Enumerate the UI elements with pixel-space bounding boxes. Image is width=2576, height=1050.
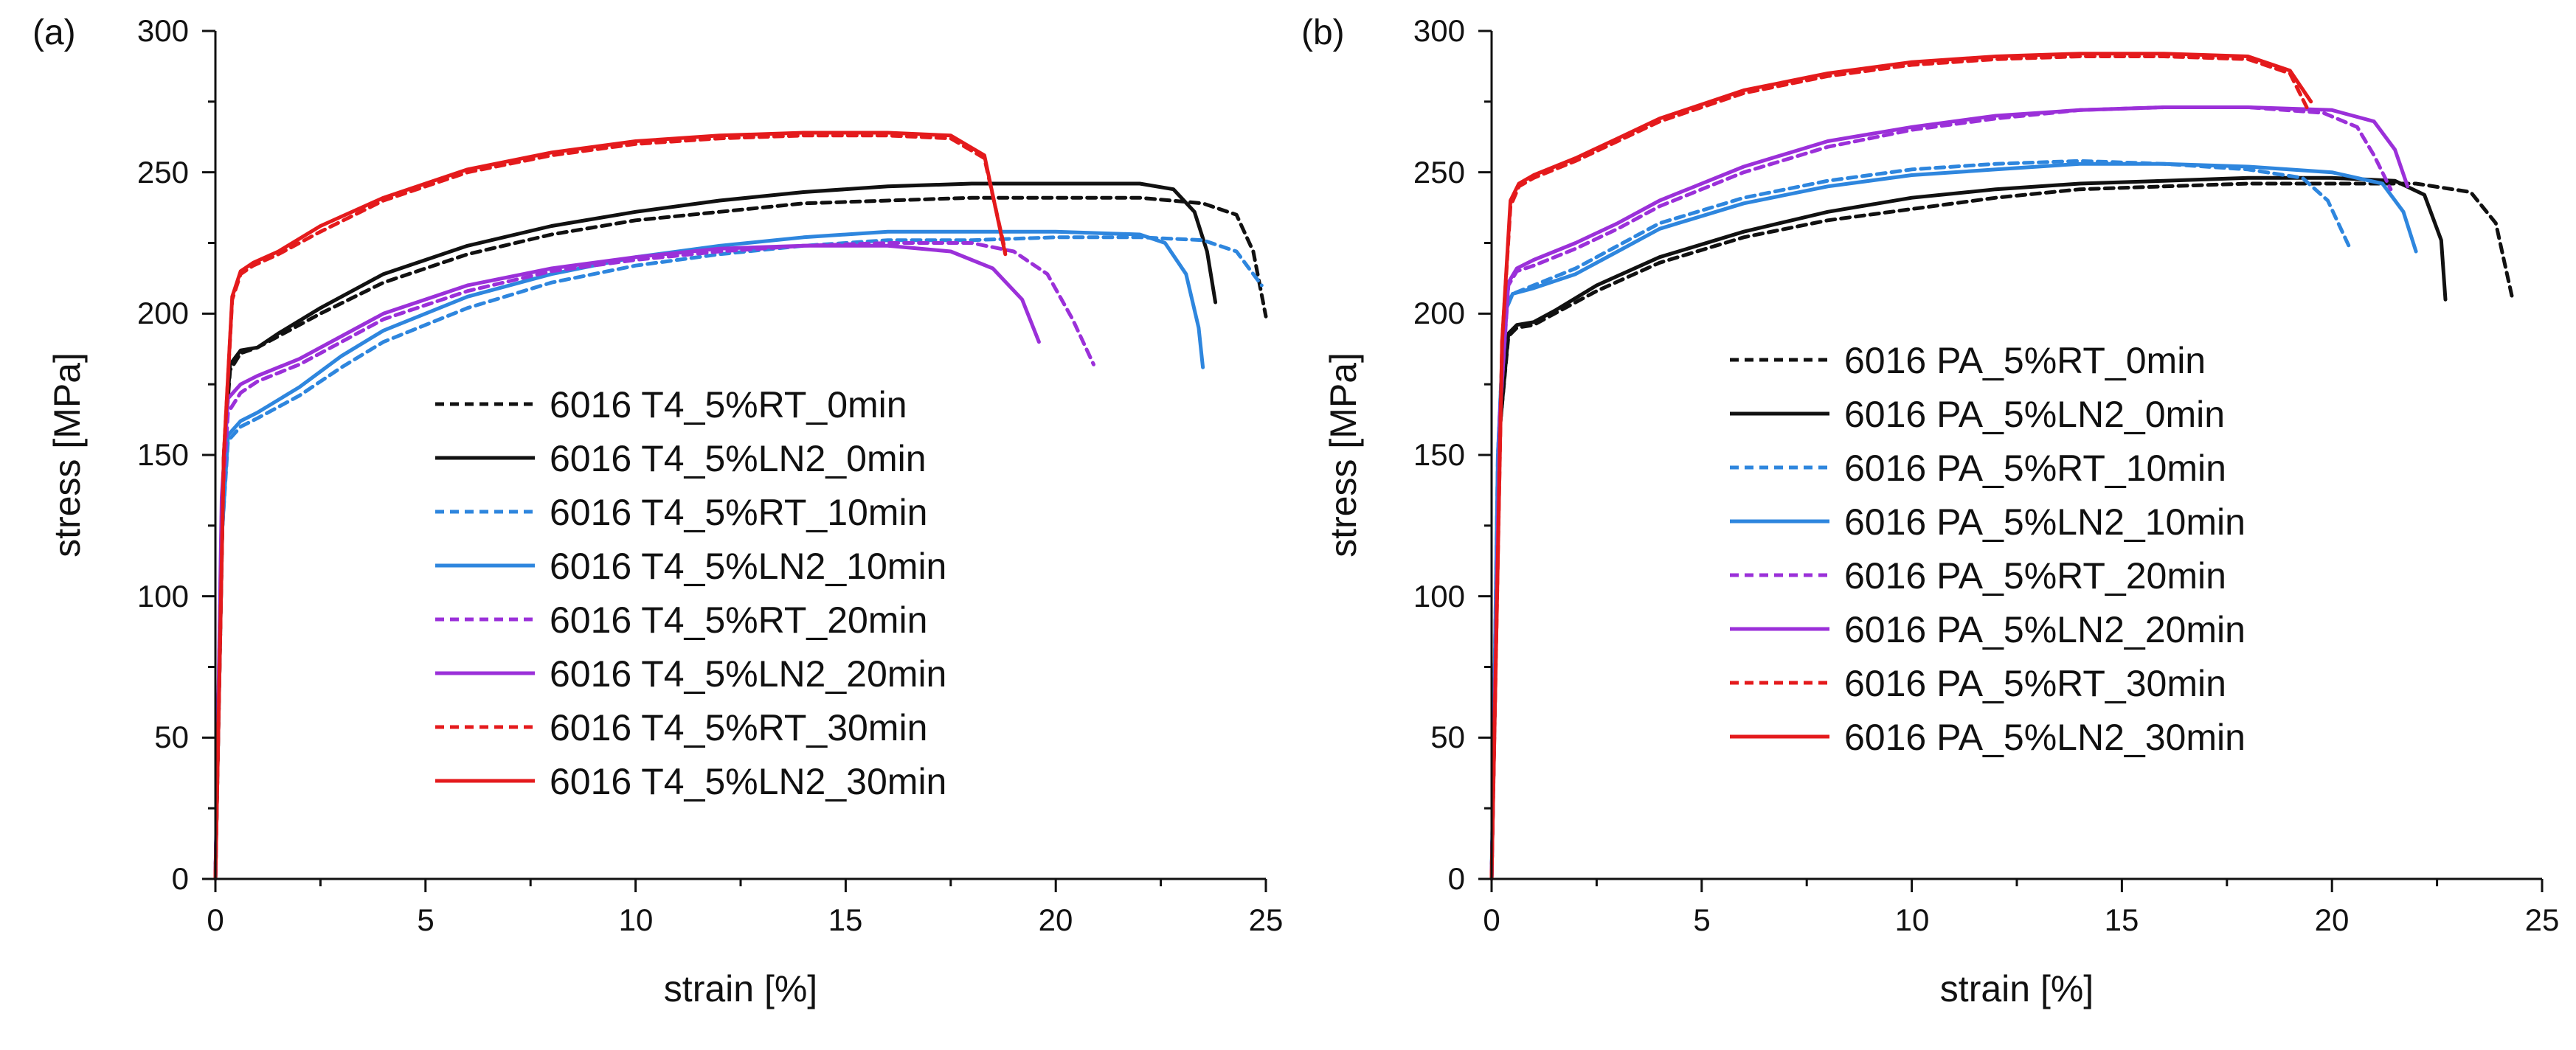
panel-b-ticks: [1478, 29, 2544, 892]
legend-label: 6016 PA_5%RT_0min: [1844, 340, 2206, 381]
panel-a-x-tick-label: 5: [417, 903, 434, 937]
legend-label: 6016 PA_5%LN2_0min: [1844, 394, 2225, 435]
panel-b-y-tick-label: 250: [1413, 155, 1465, 190]
panel-a-x-tick-label: 15: [828, 903, 863, 937]
panel-b-series-lines: [1489, 52, 2515, 881]
panel-b-y-tick-label: 50: [1430, 720, 1465, 754]
series-line-6016-pa-5-ln2-20min: [1489, 105, 2410, 881]
series-line-6016-pa-5-ln2-10min: [1489, 161, 2418, 881]
panel-a-x-axis-title: strain [%]: [664, 968, 817, 1009]
legend-label: 6016 PA_5%LN2_20min: [1844, 609, 2246, 650]
legend-label: 6016 T4_5%LN2_30min: [550, 761, 946, 802]
panel-b-y-tick-label: 0: [1448, 861, 1465, 896]
panel-a-label: (a): [32, 13, 76, 52]
legend-label: 6016 T4_5%RT_0min: [550, 384, 907, 425]
legend-item: 6016 T4_5%RT_0min: [435, 384, 907, 425]
panel-a-x-tick-label: 20: [1039, 903, 1073, 937]
panel-a-legend: 6016 T4_5%RT_0min 6016 T4_5%LN2_0min 601…: [435, 384, 946, 802]
legend-label: 6016 PA_5%LN2_30min: [1844, 717, 2246, 758]
panel-a-x-tick-label: 25: [1249, 903, 1284, 937]
panel-b-x-axis-title: strain [%]: [1940, 968, 2094, 1009]
panel-b-y-tick-label: 300: [1413, 13, 1465, 48]
legend-item: 6016 PA_5%LN2_30min: [1730, 717, 2246, 758]
legend-item: 6016 PA_5%LN2_20min: [1730, 609, 2246, 650]
series-line-6016-t4-5-ln2-0min: [213, 181, 1218, 881]
legend-label: 6016 PA_5%RT_30min: [1844, 663, 2226, 704]
series-line-6016-t4-5-ln2-20min: [213, 243, 1041, 881]
series-line-6016-t4-5-ln2-30min: [213, 131, 1008, 881]
series-line-6016-pa-5-ln2-30min: [1489, 52, 2313, 881]
legend-label: 6016 PA_5%LN2_10min: [1844, 501, 2246, 543]
series-line-6016-pa-5-rt-20min: [1489, 105, 2393, 881]
series-line-6016-t4-5-rt-20min: [213, 241, 1095, 881]
panel-a-y-tick-label: 300: [137, 13, 189, 48]
legend-label: 6016 PA_5%RT_10min: [1844, 448, 2226, 489]
panel-b-y-tick-labels: 0 50 100 150 200 250 300: [1413, 13, 1465, 896]
legend-label: 6016 T4_5%LN2_0min: [550, 438, 927, 479]
panel-a-series-lines: [213, 131, 1268, 881]
legend-item: 6016 T4_5%RT_10min: [435, 492, 927, 533]
panel-a-x-tick-label: 10: [619, 903, 654, 937]
legend-item: 6016 T4_5%LN2_10min: [435, 546, 946, 587]
legend-label: 6016 T4_5%RT_10min: [550, 492, 927, 533]
legend-label: 6016 T4_5%LN2_20min: [550, 653, 946, 695]
panel-b-x-tick-label: 20: [2315, 903, 2350, 937]
legend-item: 6016 PA_5%LN2_10min: [1730, 501, 2246, 543]
panel-a-y-tick-label: 50: [154, 720, 189, 754]
legend-item: 6016 PA_5%RT_30min: [1730, 663, 2226, 704]
panel-a-x-tick-label: 0: [207, 903, 224, 937]
legend-item: 6016 T4_5%LN2_0min: [435, 438, 927, 479]
legend-label: 6016 T4_5%RT_30min: [550, 707, 927, 748]
panel-b-x-tick-label: 25: [2525, 903, 2560, 937]
panel-b-legend: 6016 PA_5%RT_0min 6016 PA_5%LN2_0min 601…: [1730, 340, 2246, 758]
panel-a-x-tick-labels: 0 5 10 15 20 25: [207, 903, 1283, 937]
panel-b: (b) 0 5 10 15 20 25 0 50 100 150 200 250…: [1301, 13, 2559, 1009]
panel-b-y-tick-label: 150: [1413, 437, 1465, 472]
panel-b-label: (b): [1301, 13, 1345, 52]
legend-item: 6016 PA_5%RT_20min: [1730, 555, 2226, 597]
legend-item: 6016 T4_5%RT_30min: [435, 707, 927, 748]
panel-a-ticks: [202, 29, 1267, 892]
panel-a-y-tick-label: 150: [137, 437, 189, 472]
panel-b-y-tick-label: 100: [1413, 579, 1465, 613]
panel-a-y-tick-label: 200: [137, 296, 189, 330]
legend-label: 6016 T4_5%RT_20min: [550, 599, 927, 641]
legend-item: 6016 PA_5%RT_10min: [1730, 448, 2226, 489]
panel-b-x-tick-labels: 0 5 10 15 20 25: [1483, 903, 2559, 937]
panel-a-y-tick-label: 0: [172, 861, 189, 896]
panel-a: (a) 0 5 10 15 20 25 0 50 100 150 200 250…: [32, 13, 1283, 1009]
panel-a-y-tick-label: 100: [137, 579, 189, 613]
legend-item: 6016 PA_5%LN2_0min: [1730, 394, 2225, 435]
panel-b-x-tick-label: 0: [1483, 903, 1500, 937]
legend-item: 6016 T4_5%LN2_20min: [435, 653, 946, 695]
legend-item: 6016 T4_5%RT_20min: [435, 599, 927, 641]
panel-b-x-tick-label: 5: [1693, 903, 1710, 937]
panel-b-x-tick-label: 10: [1895, 903, 1930, 937]
legend-item: 6016 T4_5%LN2_30min: [435, 761, 946, 802]
panel-a-y-tick-label: 250: [137, 155, 189, 190]
legend-item: 6016 PA_5%RT_0min: [1730, 340, 2206, 381]
panel-b-y-axis-title: stress [MPa]: [1323, 352, 1364, 557]
panel-b-x-tick-label: 15: [2105, 903, 2139, 937]
legend-label: 6016 T4_5%LN2_10min: [550, 546, 946, 587]
series-line-6016-t4-5-rt-10min: [213, 235, 1264, 881]
panel-a-y-tick-labels: 0 50 100 150 200 250 300: [137, 13, 189, 896]
panel-a-y-axis-title: stress [MPa]: [46, 352, 88, 557]
legend-label: 6016 PA_5%RT_20min: [1844, 555, 2226, 597]
panel-b-y-tick-label: 200: [1413, 296, 1465, 330]
